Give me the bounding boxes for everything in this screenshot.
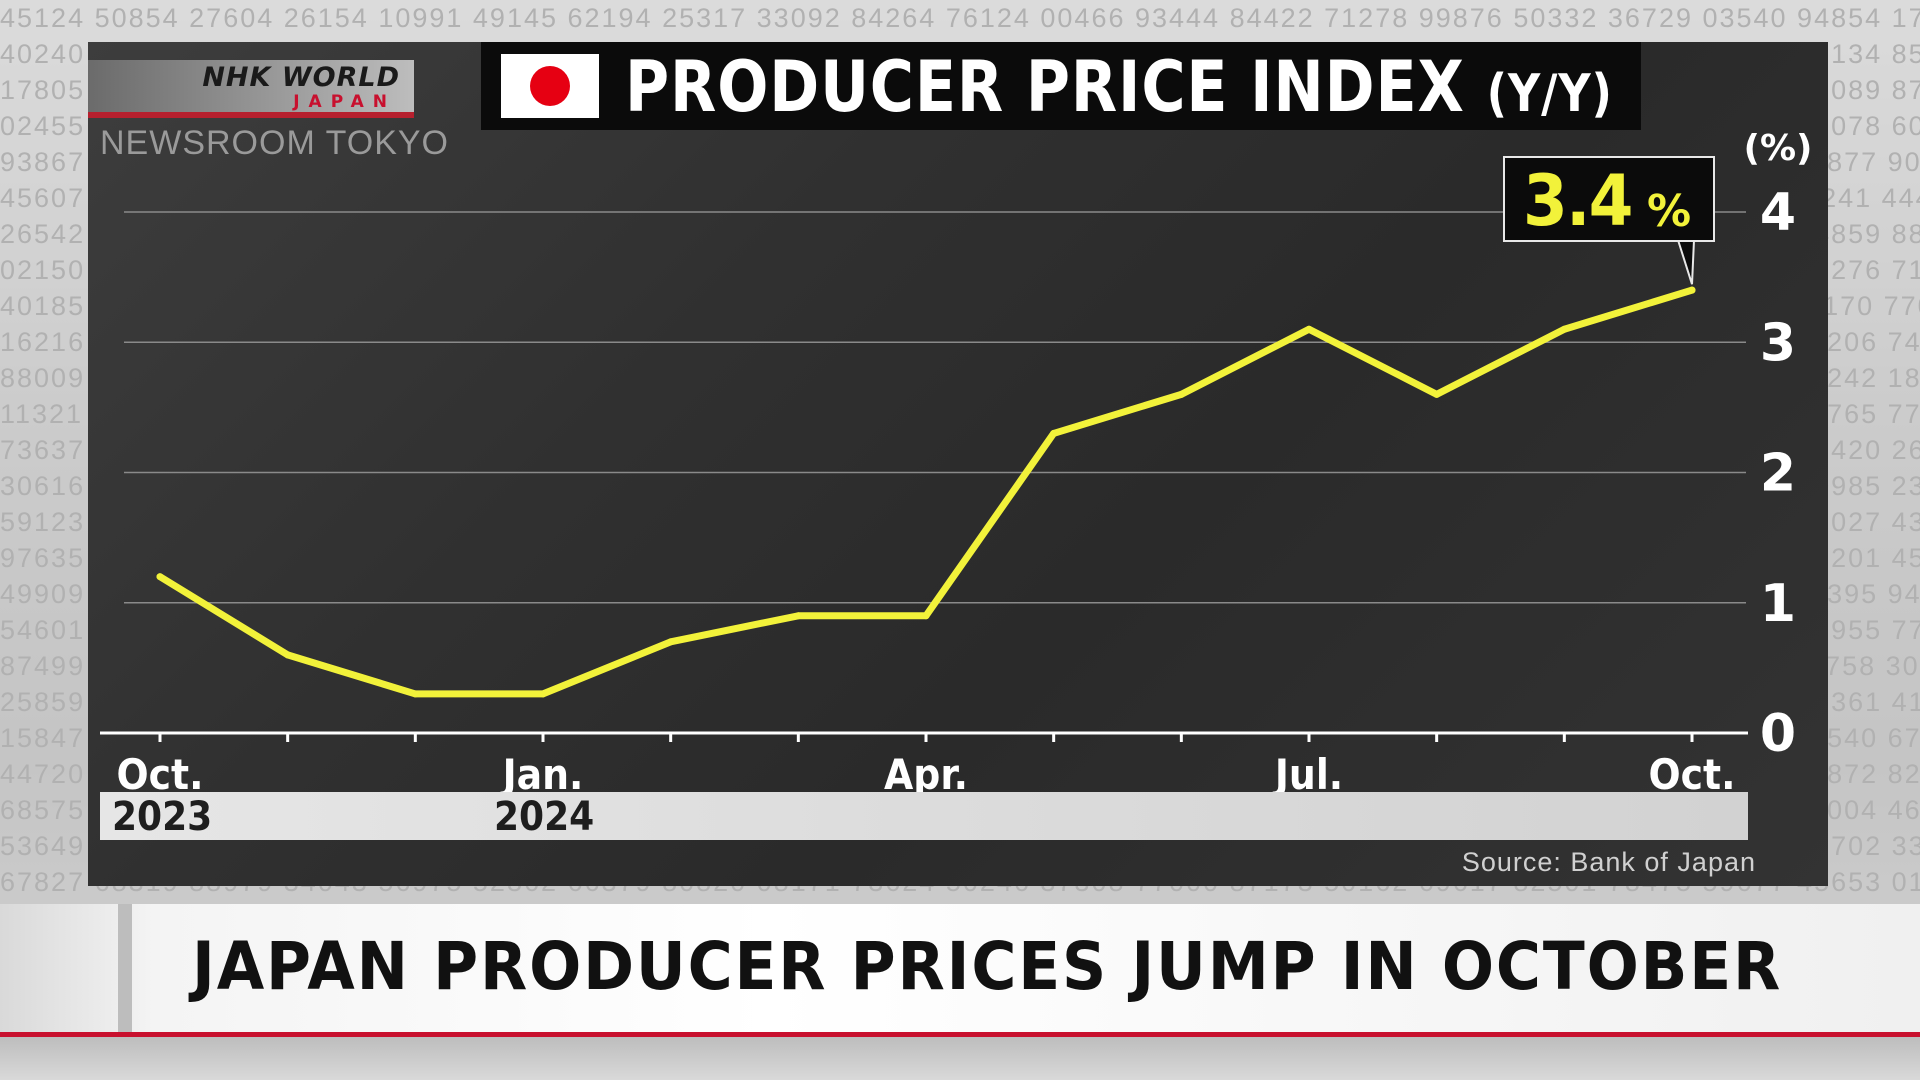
- y-tick-label-1: 1: [1760, 574, 1796, 634]
- headline-strip: [0, 904, 1920, 1034]
- y-tick-label-2: 2: [1760, 444, 1796, 504]
- bottom-band: [0, 1037, 1920, 1080]
- year-band: [100, 792, 1748, 840]
- headline-red-rule: [0, 1032, 1920, 1037]
- flag-sun-disc: [530, 66, 570, 106]
- source-note: Source: Bank of Japan: [1461, 847, 1756, 877]
- logo-main-text: NHK WORLD: [202, 62, 400, 93]
- chart-title: PRODUCER PRICE INDEX (Y/Y): [625, 46, 1613, 128]
- data-point-4: [667, 638, 675, 646]
- y-axis-unit-label: (%): [1744, 128, 1813, 169]
- year-label-2023: 2023: [112, 794, 213, 840]
- data-point-8: [1177, 390, 1185, 398]
- data-point-6: [922, 612, 930, 620]
- callout-pointer: [1676, 239, 1696, 285]
- logo-sub-text: JAPAN: [293, 92, 396, 112]
- broadcaster-logo: NHK WORLD JAPAN: [88, 60, 414, 118]
- news-headline: JAPAN PRODUCER PRICES JUMP IN OCTOBER: [192, 928, 1783, 1005]
- japan-flag-icon: [501, 54, 599, 118]
- x-tick-label-2: Apr.: [884, 751, 968, 799]
- data-point-0: [156, 573, 164, 581]
- y-tick-label-0: 0: [1760, 704, 1796, 764]
- callout-value: 3.4: [1523, 160, 1633, 242]
- newsroom-label: NEWSROOM TOKYO: [100, 124, 450, 162]
- callout-unit: %: [1647, 186, 1692, 237]
- data-point-9: [1305, 325, 1313, 333]
- data-point-3: [539, 690, 547, 698]
- data-point-12: [1688, 286, 1696, 294]
- x-tick-label-1: Jan.: [500, 751, 584, 799]
- data-point-11: [1560, 325, 1568, 333]
- y-tick-label-4: 4: [1760, 183, 1796, 243]
- x-tick-label-4: Oct.: [1649, 751, 1736, 799]
- year-label-2024: 2024: [494, 794, 595, 840]
- data-point-7: [1050, 429, 1058, 437]
- latest-value-callout: 3.4 %: [1503, 156, 1715, 242]
- data-point-10: [1433, 390, 1441, 398]
- x-tick-label-3: Jul.: [1272, 751, 1343, 799]
- data-point-1: [284, 651, 292, 659]
- logo-red-bar: [88, 112, 414, 118]
- chart-title-main: PRODUCER PRICE INDEX: [625, 46, 1465, 128]
- data-point-2: [411, 690, 419, 698]
- chart-title-suffix: (Y/Y): [1486, 64, 1613, 124]
- data-point-5: [794, 612, 802, 620]
- x-tick-label-0: Oct.: [117, 751, 204, 799]
- chart-title-bar: PRODUCER PRICE INDEX (Y/Y): [481, 42, 1641, 130]
- headline-notch: [118, 904, 132, 1034]
- ppi-series-line: [156, 286, 1696, 698]
- y-tick-label-3: 3: [1760, 313, 1796, 373]
